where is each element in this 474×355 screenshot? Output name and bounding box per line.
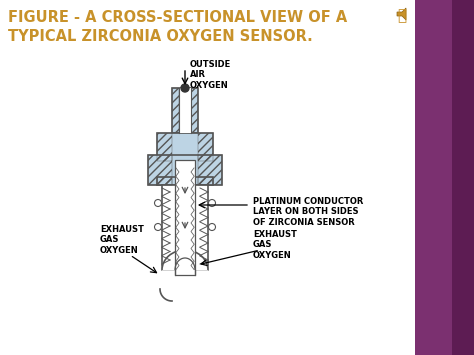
- Bar: [148, 155, 172, 185]
- Text: EXHAUST
GAS
OXYGEN: EXHAUST GAS OXYGEN: [100, 225, 144, 255]
- Circle shape: [155, 200, 162, 207]
- Bar: [148, 155, 222, 185]
- Bar: [175, 160, 195, 275]
- Text: FIGURE - A CROSS-SECTIONAL VIEW OF A
TYPICAL ZIRCONIA OXYGEN SENSOR.: FIGURE - A CROSS-SECTIONAL VIEW OF A TYP…: [8, 10, 347, 44]
- Bar: [179, 88, 191, 133]
- Circle shape: [181, 84, 189, 92]
- Text: 🔊: 🔊: [397, 8, 406, 23]
- Circle shape: [209, 200, 216, 207]
- Polygon shape: [415, 0, 474, 355]
- Polygon shape: [452, 0, 474, 355]
- Bar: [191, 88, 198, 133]
- Text: PLATINUM CONDUCTOR
LAYER ON BOTH SIDES
OF ZIRCONIA SENSOR: PLATINUM CONDUCTOR LAYER ON BOTH SIDES O…: [253, 197, 364, 227]
- Bar: [198, 155, 222, 185]
- Bar: [157, 177, 172, 185]
- Bar: [198, 133, 213, 161]
- Bar: [162, 185, 208, 270]
- Polygon shape: [397, 8, 406, 20]
- Bar: [172, 88, 198, 133]
- Circle shape: [209, 224, 216, 230]
- Circle shape: [155, 224, 162, 230]
- Text: OUTSIDE
AIR
OXYGEN: OUTSIDE AIR OXYGEN: [190, 60, 231, 90]
- Bar: [198, 177, 213, 185]
- Bar: [172, 88, 179, 133]
- Text: EXHAUST
GAS
OXYGEN: EXHAUST GAS OXYGEN: [253, 230, 297, 260]
- Bar: [157, 133, 172, 161]
- Bar: [157, 177, 213, 185]
- Polygon shape: [162, 251, 208, 270]
- Bar: [157, 133, 213, 161]
